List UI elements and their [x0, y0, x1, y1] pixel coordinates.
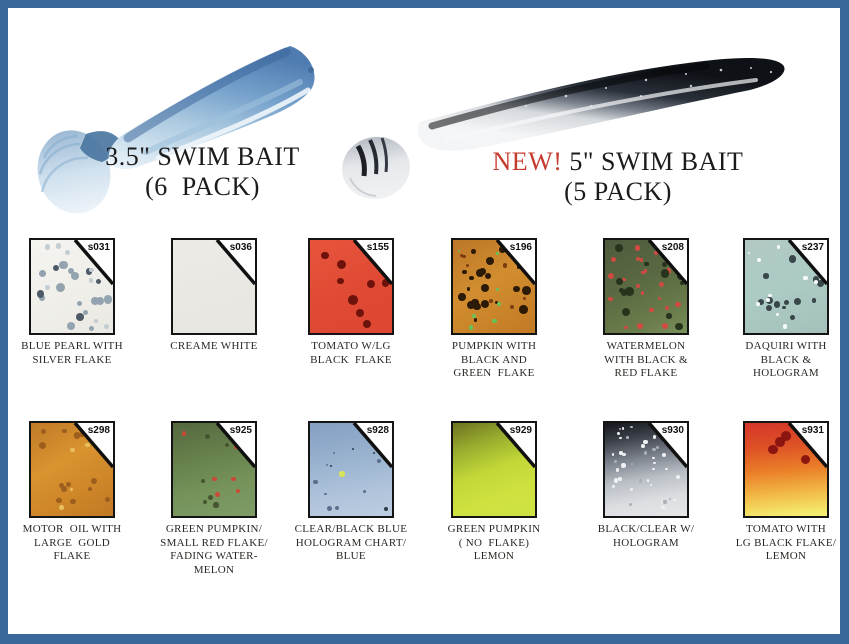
corner-code-triangle — [647, 240, 687, 286]
color-swatch-cell-s925: s925 GREEN PUMPKIN/ SMALL RED FLAKE/ FAD… — [149, 421, 279, 577]
swatch-image: s931 — [743, 421, 829, 518]
swatch-code: s298 — [87, 425, 110, 436]
swatch-image: s237 — [743, 238, 829, 335]
swatch-label: GREEN PUMPKIN ( NO FLAKE) LEMON — [447, 523, 541, 562]
color-swatch-cell-s036: s036 CREAME WHITE — [149, 238, 279, 354]
color-swatch-cell-s155: s155 TOMATO W/LG BLACK FLAKE — [286, 238, 416, 367]
swatch-label: BLUE PEARL WITH SILVER FLAKE — [21, 340, 123, 366]
color-swatch-cell-s196: s196 PUMPKIN WITH BLACK AND GREEN FLAKE — [429, 238, 559, 381]
color-swatch-cell-s237: s237 DAQUIRI WITH BLACK & HOLOGRAM — [721, 238, 849, 381]
swatch-flakes — [310, 240, 392, 333]
color-swatch-cell-s929: s929 GREEN PUMPKIN ( NO FLAKE) LEMON — [429, 421, 559, 564]
swatch-image: s196 — [451, 238, 537, 335]
swatch-label: DAQUIRI WITH BLACK & HOLOGRAM — [745, 340, 827, 379]
color-swatch-cell-s298: s298 MOTOR OIL WITH LARGE GOLD FLAKE — [7, 421, 137, 564]
corner-code-triangle — [215, 423, 255, 469]
swatch-image: s208 — [603, 238, 689, 335]
corner-code-triangle — [495, 240, 535, 286]
swatch-label: PUMPKIN WITH BLACK AND GREEN FLAKE — [451, 340, 537, 379]
swatch-code: s931 — [801, 425, 824, 436]
color-swatch-cell-s931: s931 TOMATO WITH LG BLACK FLAKE/ LEMON — [721, 421, 849, 564]
swatch-label: MOTOR OIL WITH LARGE GOLD FLAKE — [22, 523, 122, 562]
swatch-code: s031 — [87, 242, 110, 253]
swatch-label: TOMATO WITH LG BLACK FLAKE/ LEMON — [735, 523, 837, 562]
product-pack-5: (5 PACK) — [564, 177, 672, 206]
product-title-5-line1: NEW! 5" SWIM BAIT — [478, 147, 758, 177]
swatch-flakes — [745, 240, 827, 333]
product-pack-3-5: (6 PACK) — [145, 172, 260, 201]
swimbait-3-5-image — [37, 46, 315, 214]
swatch-code: s208 — [661, 242, 684, 253]
product-title-5: NEW! 5" SWIM BAIT (5 PACK) — [478, 147, 758, 207]
swatch-flakes — [605, 240, 687, 333]
swatch-image: s036 — [171, 238, 257, 335]
corner-code-triangle — [73, 423, 113, 469]
corner-code-triangle — [352, 423, 392, 469]
swatch-label: TOMATO W/LG BLACK FLAKE — [310, 340, 392, 366]
swatch-image: s929 — [451, 421, 537, 518]
swatch-flakes — [31, 423, 113, 516]
swatch-code: s928 — [366, 425, 389, 436]
corner-code-triangle — [215, 240, 255, 286]
swatch-image: s928 — [308, 421, 394, 518]
swatch-code: s930 — [661, 425, 684, 436]
swatch-image: s925 — [171, 421, 257, 518]
corner-code-triangle — [73, 240, 113, 286]
swatch-code: s929 — [509, 425, 532, 436]
swatch-code: s237 — [801, 242, 824, 253]
swatch-code: s036 — [229, 242, 252, 253]
swatch-image: s155 — [308, 238, 394, 335]
swatch-label: GREEN PUMPKIN/ SMALL RED FLAKE/ FADING W… — [160, 523, 268, 576]
swatch-flakes — [31, 240, 113, 333]
corner-code-triangle — [495, 423, 535, 469]
swatch-flakes — [310, 423, 392, 516]
swatch-label: CLEAR/BLACK BLUE HOLOGRAM CHART/ BLUE — [294, 523, 408, 562]
swatch-image: s298 — [29, 421, 115, 518]
corner-code-triangle — [647, 423, 687, 469]
corner-code-triangle — [787, 423, 827, 469]
product-title-3-5-line1: 3.5" SWIM BAIT — [105, 142, 300, 171]
swatch-label: BLACK/CLEAR W/ HOLOGRAM — [597, 523, 695, 549]
swatch-label: WATERMELON WITH BLACK & RED FLAKE — [604, 340, 688, 379]
swatch-image: s031 — [29, 238, 115, 335]
color-swatch-cell-s928: s928 CLEAR/BLACK BLUE HOLOGRAM CHART/ BL… — [286, 421, 416, 564]
corner-code-triangle — [352, 240, 392, 286]
product-title-5-text: 5" SWIM BAIT — [562, 147, 744, 176]
new-badge-text: NEW! — [492, 147, 563, 176]
swatch-flakes — [453, 240, 535, 333]
swatch-code: s196 — [509, 242, 532, 253]
swatch-code: s925 — [229, 425, 252, 436]
swatch-code: s155 — [366, 242, 389, 253]
color-swatch-cell-s930: s930 BLACK/CLEAR W/ HOLOGRAM — [581, 421, 711, 550]
swatch-image: s930 — [603, 421, 689, 518]
corner-code-triangle — [787, 240, 827, 286]
swatch-label: CREAME WHITE — [170, 340, 258, 352]
swimbait-5-image — [342, 57, 785, 200]
color-swatch-cell-s031: s031 BLUE PEARL WITH SILVER FLAKE — [7, 238, 137, 367]
color-swatch-cell-s208: s208 WATERMELON WITH BLACK & RED FLAKE — [581, 238, 711, 381]
product-title-3-5: 3.5" SWIM BAIT (6 PACK) — [85, 142, 320, 202]
